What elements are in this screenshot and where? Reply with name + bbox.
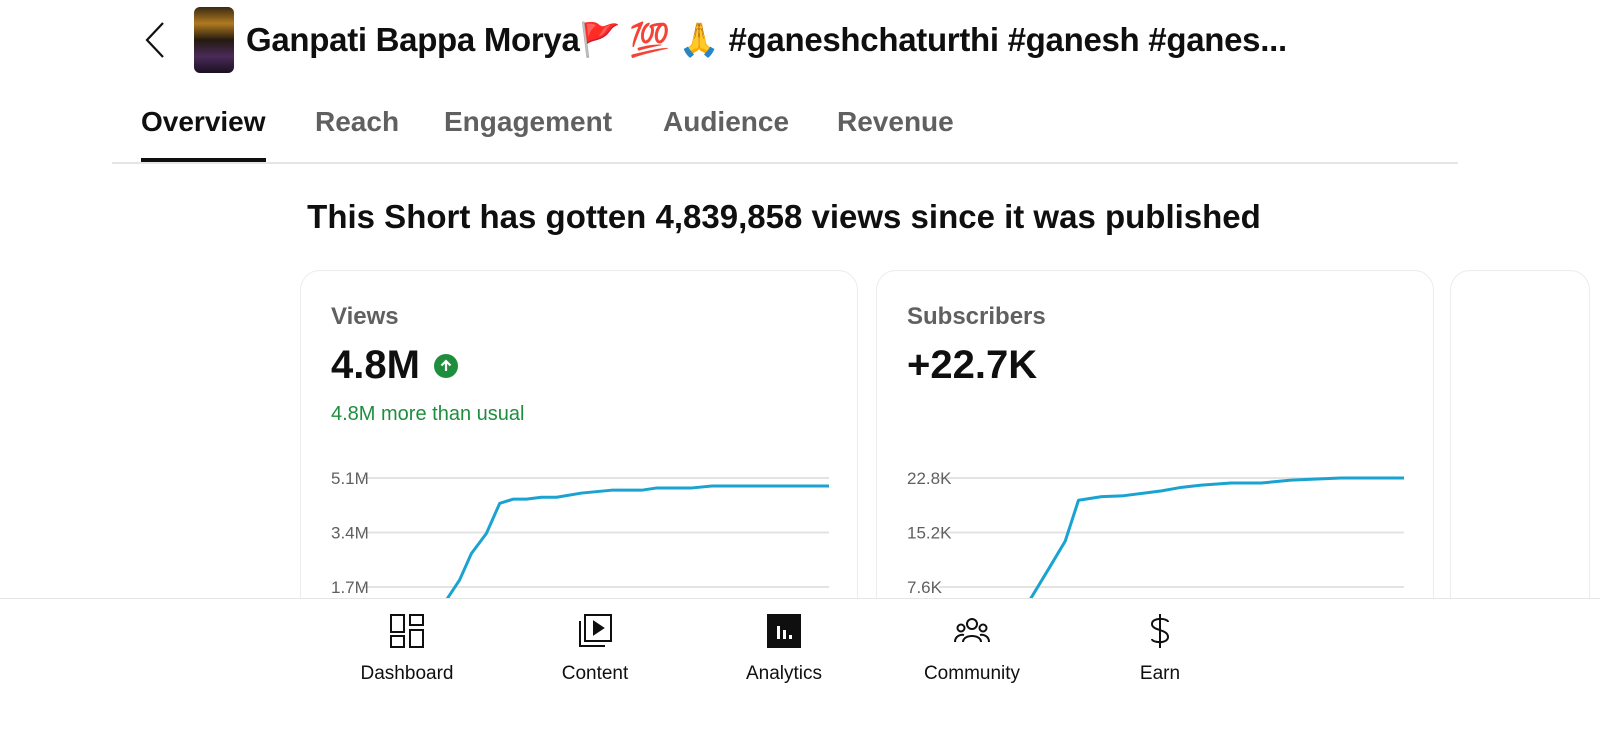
y-tick-label: 3.4M (331, 524, 369, 543)
tab-bar: Overview Reach Engagement Audience Reven… (112, 98, 1458, 164)
views-series-line (444, 484, 829, 601)
subscribers-chart: 22.8K 15.2K 7.6K (907, 469, 1404, 600)
nav-label: Content (561, 663, 629, 684)
y-tick-label: 15.2K (907, 524, 952, 543)
dollar-icon (1080, 609, 1240, 653)
card-value: 4.8M (331, 343, 458, 388)
community-icon (892, 609, 1052, 653)
content-icon (515, 609, 675, 653)
nav-label: Dashboard (360, 663, 454, 684)
tab-engagement[interactable]: Engagement (444, 106, 613, 137)
views-chart: 5.1M 3.4M 1.7M (331, 469, 829, 601)
card-value: +22.7K (907, 343, 1037, 388)
y-tick-label: 7.6K (907, 578, 943, 597)
tab-audience[interactable]: Audience (663, 106, 790, 137)
y-tick-label: 5.1M (331, 469, 369, 488)
video-thumbnail (194, 7, 234, 73)
subscribers-value: +22.7K (907, 343, 1038, 387)
chevron-left-icon (145, 22, 164, 58)
nav-label: Earn (1139, 663, 1181, 684)
views-summary-headline: This Short has gotten 4,839,858 views si… (307, 198, 1261, 235)
bottom-nav: Dashboard Content Analytics Community Ea… (0, 598, 1600, 736)
subscribers-series-line (1029, 476, 1404, 600)
nav-label: Analytics (745, 663, 823, 684)
dashboard-icon (327, 609, 487, 653)
views-delta: 4.8M more than usual (331, 403, 525, 425)
tab-revenue[interactable]: Revenue (837, 106, 954, 137)
card-label: Views (331, 303, 399, 330)
y-tick-label: 1.7M (331, 578, 369, 597)
video-title: Ganpati Bappa Morya🚩 💯 🙏 #ganeshchaturth… (246, 20, 1287, 58)
nav-community[interactable]: Community (892, 609, 1052, 685)
back-button[interactable] (140, 20, 170, 60)
header: Ganpati Bappa Morya🚩 💯 🙏 #ganeshchaturth… (140, 6, 1460, 74)
nav-dashboard[interactable]: Dashboard (327, 609, 487, 685)
card-label: Subscribers (907, 303, 1046, 330)
views-value: 4.8M (331, 343, 420, 387)
nav-analytics[interactable]: Analytics (704, 609, 864, 685)
nav-label: Community (923, 663, 1021, 684)
y-tick-label: 22.8K (907, 469, 952, 488)
analytics-icon (704, 609, 864, 653)
arrow-up-icon (433, 353, 458, 378)
nav-content[interactable]: Content (515, 609, 675, 685)
nav-earn[interactable]: Earn (1080, 609, 1240, 685)
tab-overview[interactable]: Overview (141, 106, 266, 162)
tab-reach[interactable]: Reach (315, 106, 400, 137)
